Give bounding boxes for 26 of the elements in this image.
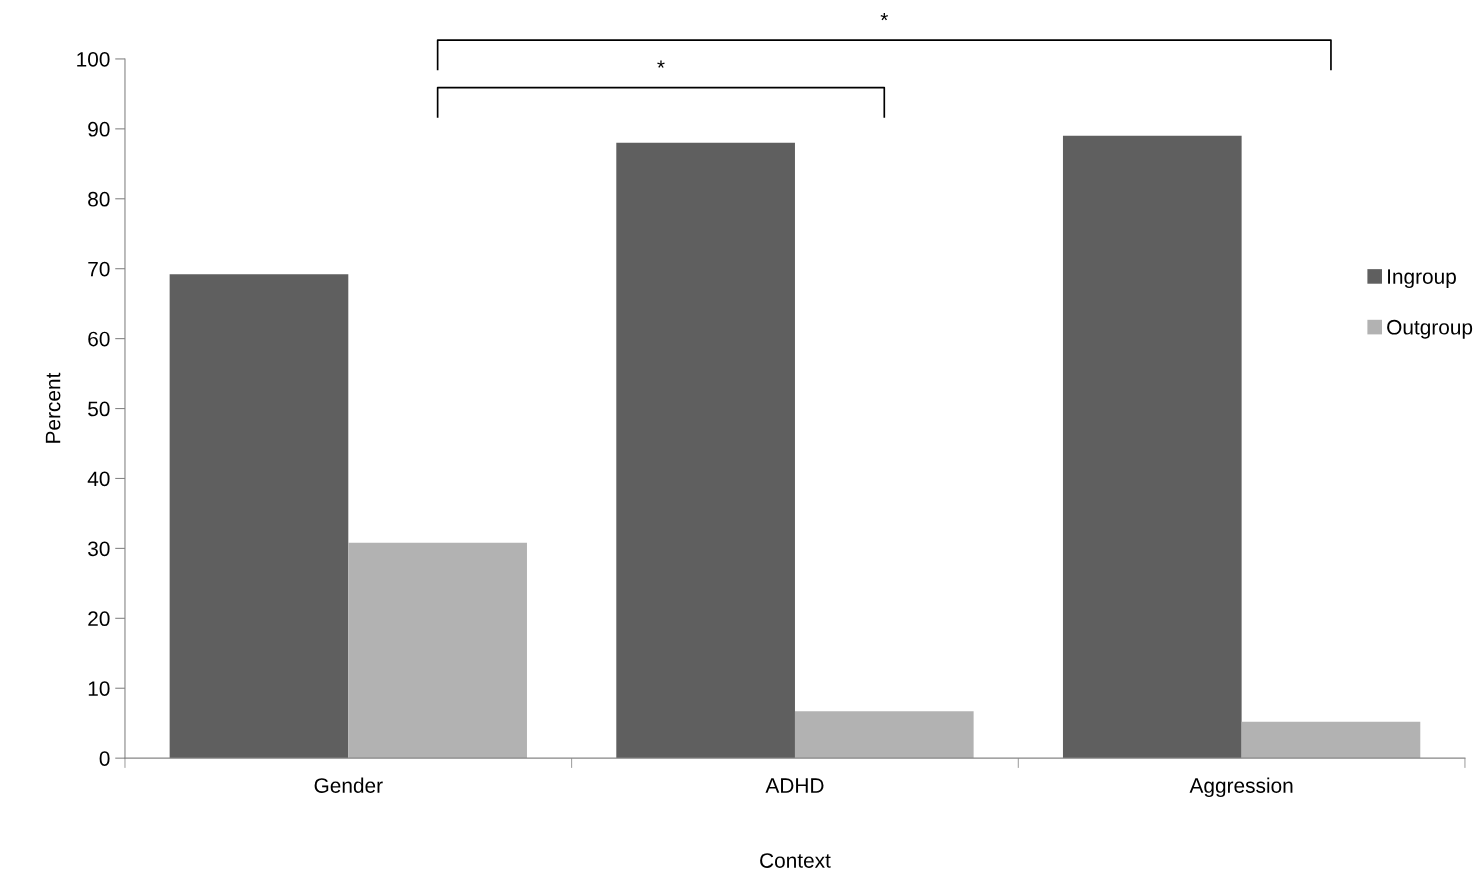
x-axis-title: Context (760, 853, 831, 868)
y-tick-label: 10 (88, 681, 110, 696)
y-tick-label: 60 (88, 331, 110, 347)
y-tick-label: 0 (99, 751, 110, 766)
bar (1241, 721, 1421, 759)
y-tick-label: 30 (88, 541, 110, 557)
x-tick-label: ADHD (765, 778, 824, 793)
annotation: * (657, 60, 665, 68)
legend-label: Ingroup (1388, 269, 1456, 289)
y-tick-label: 80 (88, 191, 110, 207)
y-tick-label: 100 (77, 51, 110, 67)
x-tick-label: Gender (314, 777, 383, 793)
y-tick-label: 40 (87, 471, 110, 487)
text: * (880, 13, 889, 21)
y-tick-label: 90 (88, 121, 110, 137)
x-tick-label: Aggression (1189, 777, 1293, 798)
bar (348, 542, 527, 759)
bar (169, 274, 349, 759)
bar (1062, 135, 1242, 759)
legend-label: Outgroup (1387, 319, 1473, 339)
bar (616, 142, 795, 759)
y-tick-label: 50 (88, 401, 110, 417)
y-axis-title: Percent (45, 372, 61, 443)
y-tick-label: 20 (88, 611, 110, 627)
bar (794, 711, 974, 759)
y-tick-label: 70 (88, 261, 110, 277)
